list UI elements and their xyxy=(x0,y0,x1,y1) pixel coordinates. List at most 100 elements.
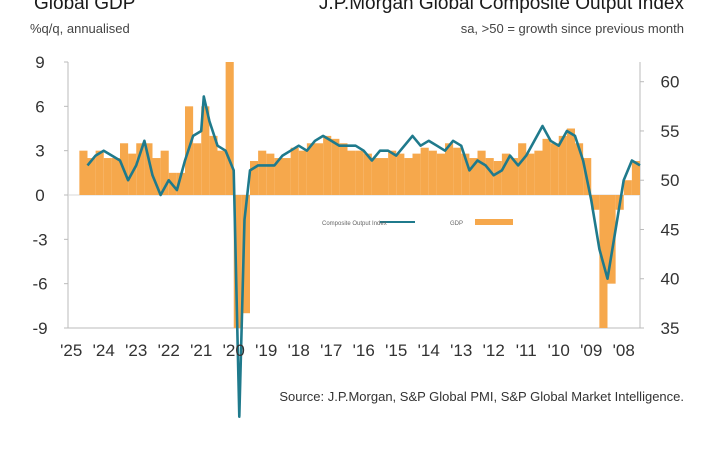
x-tick-label: '08 xyxy=(613,341,635,360)
gdp-bar xyxy=(607,195,616,284)
gdp-bar xyxy=(534,150,543,195)
gdp-bar xyxy=(501,153,510,195)
x-tick-label: '22 xyxy=(158,341,180,360)
gdp-bar xyxy=(290,147,299,195)
chart-title: J.P.Morgan Global Composite Output Index xyxy=(318,0,684,14)
gdp-bar xyxy=(282,158,291,195)
x-tick-label: '18 xyxy=(288,341,310,360)
x-tick-label: '15 xyxy=(385,341,407,360)
chart-subtitle: sa, >50 = growth since previous month xyxy=(460,21,684,36)
gdp-bar xyxy=(453,147,462,195)
gdp-bar xyxy=(323,135,332,195)
gdp-bar xyxy=(241,195,250,314)
gdp-bar xyxy=(485,158,494,195)
gdp-bar xyxy=(436,153,445,195)
gdp-bar xyxy=(87,158,96,195)
gdp-bar xyxy=(623,180,632,195)
gdp-bar xyxy=(95,150,104,195)
gdp-bar xyxy=(111,158,120,195)
legend: GDP Composite Output Index xyxy=(322,219,513,227)
x-tick-label: '14 xyxy=(418,341,440,360)
gdp-bar xyxy=(355,150,364,195)
gdp-bar xyxy=(193,143,202,195)
gdp-bar xyxy=(404,158,413,195)
gdp-bar xyxy=(388,150,397,195)
gdp-bar xyxy=(136,143,145,195)
gdp-bar xyxy=(201,106,210,195)
gdp-bar xyxy=(371,158,380,195)
gdp-bar xyxy=(631,161,640,195)
x-tick-label: '24 xyxy=(93,341,115,360)
gdp-bar xyxy=(225,62,234,195)
left-tick-label: 9 xyxy=(35,53,44,72)
gdp-bar xyxy=(266,153,275,195)
gdp-bar xyxy=(575,143,584,195)
gdp-bar xyxy=(274,158,283,195)
gdp-bar xyxy=(144,143,153,195)
x-tick-label: '21 xyxy=(190,341,212,360)
gdp-bar xyxy=(469,158,478,195)
gdp-bar xyxy=(380,158,389,195)
left-tick-label: 6 xyxy=(35,97,44,116)
left-axis-subtitle: %q/q, annualised xyxy=(30,21,130,36)
gdp-bar xyxy=(306,143,315,195)
gdp-bar xyxy=(550,143,559,195)
right-tick-label: 45 xyxy=(661,220,680,239)
gdp-bar xyxy=(518,143,527,195)
gdp-bar xyxy=(339,143,348,195)
x-tick-label: '12 xyxy=(483,341,505,360)
legend-gdp-label: GDP xyxy=(450,221,463,227)
left-tick-label: -6 xyxy=(32,275,47,294)
gdp-bar xyxy=(542,138,551,195)
legend-gdp-swatch xyxy=(475,219,513,225)
gdp-bar xyxy=(160,150,169,195)
x-tick-label: '16 xyxy=(353,341,375,360)
left-tick-label: 3 xyxy=(35,142,44,161)
gdp-bar xyxy=(217,150,226,195)
right-tick-label: 55 xyxy=(661,122,680,141)
gdp-bar xyxy=(493,161,502,195)
x-tick-label: '25 xyxy=(60,341,82,360)
gdp-bar xyxy=(461,153,470,195)
gdp-bar xyxy=(176,172,185,195)
x-tick-label: '10 xyxy=(548,341,570,360)
gdp-bar xyxy=(558,135,567,195)
gdp-bar xyxy=(363,153,372,195)
right-tick-label: 40 xyxy=(661,270,680,289)
gdp-bar xyxy=(209,135,218,195)
x-tick-label: '23 xyxy=(125,341,147,360)
x-tick-label: '09 xyxy=(580,341,602,360)
left-tick-label: -3 xyxy=(32,230,47,249)
gdp-bar xyxy=(233,195,242,328)
x-tick-label: '20 xyxy=(223,341,245,360)
gdp-bar xyxy=(396,153,405,195)
gdp-bar xyxy=(347,150,356,195)
gdp-bar xyxy=(103,158,112,195)
left-axis-title: Global GDP xyxy=(34,0,136,14)
gdp-bar xyxy=(250,161,259,195)
gdp-bar xyxy=(591,195,600,210)
x-tick-label: '13 xyxy=(450,341,472,360)
gdp-bar xyxy=(510,158,519,195)
gdp-bar xyxy=(566,128,575,195)
x-tick-label: '17 xyxy=(320,341,342,360)
gdp-bar xyxy=(79,150,88,195)
x-tick-label: '19 xyxy=(255,341,277,360)
x-tick-label: '11 xyxy=(516,341,537,360)
gdp-bar xyxy=(420,147,429,195)
right-tick-label: 35 xyxy=(661,319,680,338)
gdp-bar xyxy=(315,143,324,195)
gdp-bar xyxy=(298,150,307,195)
right-tick-label: 50 xyxy=(661,171,680,190)
gdp-bar xyxy=(412,153,421,195)
gdp-bar xyxy=(445,143,454,195)
gdp-bar xyxy=(428,150,437,195)
gdp-bar xyxy=(331,138,340,195)
right-tick-label: 60 xyxy=(661,73,680,92)
gdp-bar xyxy=(258,150,267,195)
composite-output-line xyxy=(86,95,641,419)
legend-pmi-label: Composite Output Index xyxy=(322,221,387,227)
left-tick-label: -9 xyxy=(32,319,47,338)
left-tick-label: 0 xyxy=(35,186,44,205)
